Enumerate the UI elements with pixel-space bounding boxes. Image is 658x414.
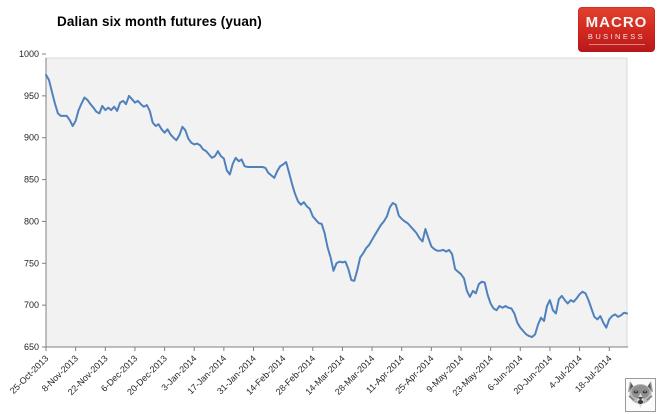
y-axis-tick-label: 850 xyxy=(24,175,39,185)
chart-title: Dalian six month futures (yuan) xyxy=(57,14,262,29)
x-axis-ticks: 25-Oct-20138-Nov-201322-Nov-20136-Dec-20… xyxy=(8,347,614,398)
logo-divider xyxy=(588,43,645,45)
y-axis-tick-label: 950 xyxy=(24,91,39,101)
y-axis-tick-label: 750 xyxy=(24,258,39,268)
series-line-dalian-futures xyxy=(45,73,628,338)
y-axis-tick-label: 650 xyxy=(24,342,39,352)
macrobusiness-logo: MACRO BUSINESS xyxy=(578,7,655,52)
y-axis-tick-label: 900 xyxy=(24,133,39,143)
y-axis-tick-label: 800 xyxy=(24,216,39,226)
y-axis-tick-label: 700 xyxy=(24,300,39,310)
wolf-mascot-icon xyxy=(625,378,656,412)
y-axis-ticks: 1000 950 900 850 800 750 700 650 xyxy=(19,49,46,352)
logo-text-macro: MACRO xyxy=(585,13,648,31)
y-axis-tick-label: 1000 xyxy=(19,49,39,59)
logo-text-business: BUSINESS xyxy=(587,31,646,41)
